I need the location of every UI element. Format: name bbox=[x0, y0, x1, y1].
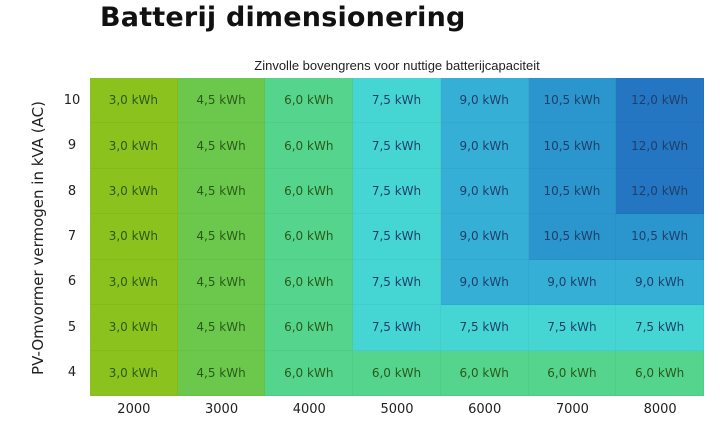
heatmap-cell: 6,0 kWh bbox=[616, 350, 704, 396]
heatmap-cell: 7,5 kWh bbox=[353, 214, 441, 260]
x-tick-label: 6000 bbox=[468, 402, 502, 417]
heatmap-cell: 10,5 kWh bbox=[528, 214, 617, 260]
heatmap-cell: 4,5 kWh bbox=[177, 305, 266, 351]
heatmap-cell: 7,5 kWh bbox=[616, 305, 704, 351]
heatmap-grid: 3,0 kWh 4,5 kWh 6,0 kWh 7,5 kWh 9,0 kWh 10,5 … bbox=[90, 78, 704, 396]
page-title: Batterij dimensionering bbox=[100, 2, 466, 33]
heatmap-cell: 3,0 kWh bbox=[90, 259, 178, 306]
x-tick-label: 2000 bbox=[117, 402, 151, 417]
heatmap-cell: 6,0 kWh bbox=[440, 350, 529, 396]
heatmap-cell: 3,0 kWh bbox=[90, 305, 178, 351]
y-tick-label: 10 bbox=[63, 92, 81, 108]
x-tick-label: 7000 bbox=[555, 402, 589, 417]
heatmap-cell: 3,0 kWh bbox=[90, 168, 178, 215]
heatmap-cell: 6,0 kWh bbox=[265, 259, 354, 306]
heatmap-cell: 6,0 kWh bbox=[265, 78, 354, 124]
y-tick-label: 5 bbox=[67, 319, 77, 335]
y-axis-label: PV-Omvormer vermogen in kVA (AC) bbox=[29, 101, 47, 375]
heatmap-cell: 9,0 kWh bbox=[440, 168, 529, 215]
heatmap-cell: 7,5 kWh bbox=[353, 78, 441, 124]
heatmap-cell: 12,0 kWh bbox=[616, 168, 704, 215]
heatmap-cell: 3,0 kWh bbox=[90, 214, 178, 260]
x-tick-label: 8000 bbox=[643, 402, 677, 417]
x-tick-label: 4000 bbox=[292, 402, 326, 417]
heatmap-cell: 6,0 kWh bbox=[265, 305, 354, 351]
heatmap-cell: 10,5 kWh bbox=[528, 168, 617, 215]
heatmap-cell: 4,5 kWh bbox=[177, 123, 266, 169]
chart-title: Zinvolle bovengrens voor nuttige batteri… bbox=[254, 58, 540, 73]
heatmap-cell: 10,5 kWh bbox=[616, 214, 704, 260]
heatmap-cell: 6,0 kWh bbox=[265, 168, 354, 215]
x-tick-label: 5000 bbox=[380, 402, 414, 417]
y-tick-label: 7 bbox=[67, 229, 77, 244]
heatmap-cell: 9,0 kWh bbox=[440, 123, 529, 169]
heatmap-cell: 6,0 kWh bbox=[528, 350, 617, 396]
heatmap-cell: 9,0 kWh bbox=[440, 214, 529, 260]
heatmap-cell: 6,0 kWh bbox=[353, 350, 441, 396]
heatmap-cell: 12,0 kWh bbox=[616, 123, 704, 169]
heatmap-cell: 10,5 kWh bbox=[528, 78, 617, 124]
heatmap-cell: 3,0 kWh bbox=[90, 350, 178, 396]
y-tick-label: 8 bbox=[67, 183, 77, 199]
heatmap-cell: 7,5 kWh bbox=[353, 168, 441, 215]
heatmap-cell: 9,0 kWh bbox=[616, 259, 704, 306]
heatmap-cell: 3,0 kWh bbox=[90, 123, 178, 169]
heatmap-cell: 6,0 kWh bbox=[265, 123, 354, 169]
heatmap-cell: 4,5 kWh bbox=[177, 350, 266, 396]
heatmap-cell: 6,0 kWh bbox=[265, 214, 354, 260]
heatmap-cell: 9,0 kWh bbox=[440, 259, 529, 306]
y-tick-label: 6 bbox=[67, 274, 77, 290]
heatmap-cell: 4,5 kWh bbox=[177, 168, 266, 215]
heatmap-cell: 4,5 kWh bbox=[177, 259, 266, 306]
heatmap-cell: 3,0 kWh bbox=[90, 78, 178, 124]
heatmap-cell: 7,5 kWh bbox=[528, 305, 617, 351]
heatmap-cell: 12,0 kWh bbox=[616, 78, 704, 124]
heatmap-cell: 9,0 kWh bbox=[528, 259, 617, 306]
y-tick-label: 4 bbox=[67, 365, 77, 381]
heatmap-cell: 4,5 kWh bbox=[177, 214, 266, 260]
heatmap-cell: 7,5 kWh bbox=[353, 123, 441, 169]
heatmap-cell: 9,0 kWh bbox=[440, 78, 529, 124]
heatmap-cell: 6,0 kWh bbox=[265, 350, 354, 396]
heatmap-cell: 4,5 kWh bbox=[177, 78, 266, 124]
heatmap-cell: 7,5 kWh bbox=[353, 259, 441, 306]
heatmap-cell: 7,5 kWh bbox=[440, 305, 529, 351]
x-tick-label: 3000 bbox=[205, 402, 239, 417]
y-tick-label: 9 bbox=[67, 138, 77, 154]
heatmap-cell: 7,5 kWh bbox=[353, 305, 441, 351]
heatmap-cell: 10,5 kWh bbox=[528, 123, 617, 169]
